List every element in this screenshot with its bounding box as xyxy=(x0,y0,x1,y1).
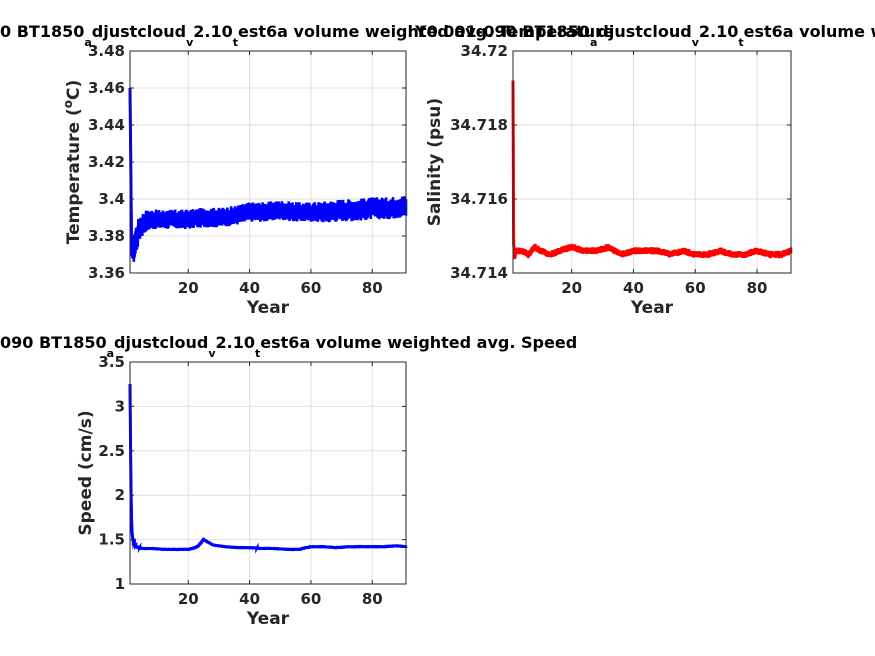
x-tick-label: 60 xyxy=(300,590,321,608)
x-tick-label: 40 xyxy=(239,590,260,608)
y-tick-label: 34.718 xyxy=(450,116,508,134)
y-tick-label: 1 xyxy=(115,575,125,593)
x-axis-label: Year xyxy=(246,609,290,629)
y-tick-label: 34.716 xyxy=(450,190,508,208)
axes-frame xyxy=(129,361,407,585)
data-series-line xyxy=(511,80,792,257)
plot-area xyxy=(513,51,791,273)
x-tick-label: 40 xyxy=(623,279,644,297)
y-tick-label: 3 xyxy=(115,397,125,415)
y-tick-label: 2 xyxy=(115,486,125,504)
chart-panel-1: 20 40 60 80 3.36 3.38 3.4 3.42 3.44 3.46 3.48 Year T… xyxy=(0,22,614,318)
x-tick-label: 80 xyxy=(747,279,768,297)
y-axis-label: Speed (cm/s) xyxy=(76,410,96,535)
data-series-line xyxy=(128,87,406,252)
y-axis-label: Temperature (oC) xyxy=(61,80,84,244)
y-axis-label: Salinity (psu) xyxy=(425,98,445,226)
axes-frame xyxy=(512,50,792,274)
data-series-noise xyxy=(128,87,408,262)
chart-title: 0 BT1850adjustcloudv2.10test6a volume we… xyxy=(0,22,614,49)
y-tick-label: 3.36 xyxy=(88,264,125,282)
y-tick-label: 3.38 xyxy=(88,227,125,245)
y-tick-label: 2.5 xyxy=(98,442,125,460)
y-tick-label: 3.48 xyxy=(88,42,125,60)
x-tick-label: 20 xyxy=(178,279,199,297)
x-tick-label: 80 xyxy=(362,279,383,297)
y-tick-label: 3.5 xyxy=(98,353,125,371)
x-tick-label: 80 xyxy=(362,590,383,608)
y-tick-label: 3.4 xyxy=(98,190,125,208)
chart-title: Y0 001-090 BT1850adjustcloudv2.10test6a … xyxy=(414,22,875,49)
y-tick-label: 1.5 xyxy=(98,531,125,549)
y-tick-label: 3.42 xyxy=(88,153,125,171)
chart-panel-3: 20 40 60 80 1 1.5 2 2.5 3 3.5 Year Speed (cm/s) 090 … xyxy=(0,333,577,629)
y-tick-label: 34.72 xyxy=(461,42,508,60)
x-tick-label: 60 xyxy=(300,279,321,297)
data-series-noise xyxy=(511,80,793,260)
x-tick-label: 20 xyxy=(561,279,582,297)
chart-panel-2: 20 40 60 80 34.714 34.716 34.718 34.72 Year Salin… xyxy=(414,22,875,318)
chart-title: 090 BT1850adjustcloudv2.10test6a volume … xyxy=(0,333,577,360)
x-tick-label: 40 xyxy=(239,279,260,297)
data-series-line xyxy=(128,384,407,551)
y-tick-label: 3.46 xyxy=(88,79,125,97)
x-tick-label: 20 xyxy=(178,590,199,608)
x-axis-label: Year xyxy=(246,298,290,318)
y-tick-label: 34.714 xyxy=(450,264,508,282)
y-tick-label: 3.44 xyxy=(88,116,125,134)
x-axis-label: Year xyxy=(630,298,674,318)
x-tick-label: 60 xyxy=(685,279,706,297)
